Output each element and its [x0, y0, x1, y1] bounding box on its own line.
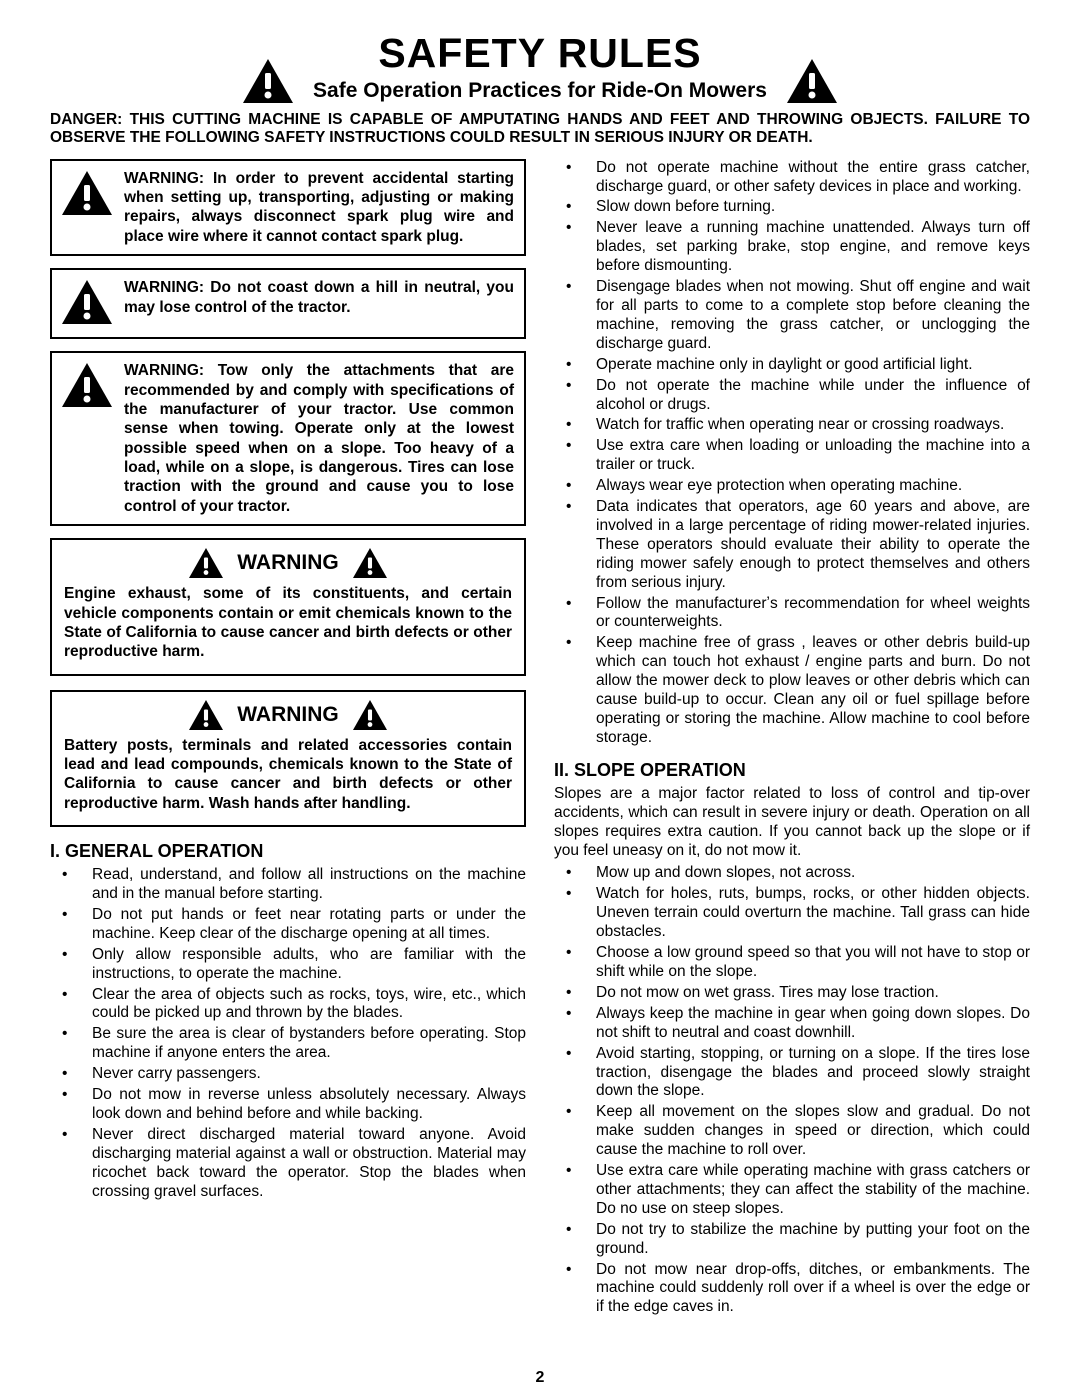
list-item: Watch for traffic when operating near or…	[554, 416, 1030, 435]
list-item: Avoid starting, stopping, or turning on …	[554, 1045, 1030, 1102]
bullet-list: Do not operate machine without the entir…	[554, 159, 1030, 748]
warning-text: WARNING: Do not coast down a hill in neu…	[124, 278, 514, 317]
warning-heading-box: WARNING Engine exhaust, some of its cons…	[50, 538, 526, 676]
warning-body: Engine exhaust, some of its constituents…	[64, 584, 512, 662]
warning-icon	[62, 171, 112, 215]
list-item: Watch for holes, ruts, bumps, rocks, or …	[554, 885, 1030, 942]
warning-icon	[189, 548, 223, 578]
list-item: Clear the area of objects such as rocks,…	[50, 986, 526, 1024]
warning-body: Battery posts, terminals and related acc…	[64, 736, 512, 814]
list-item: Mow up and down slopes, not across.	[554, 864, 1030, 883]
list-item: Only allow responsible adults, who are f…	[50, 946, 526, 984]
list-item: Data indicates that operators, age 60 ye…	[554, 498, 1030, 593]
list-item: Keep all movement on the slopes slow and…	[554, 1103, 1030, 1160]
list-item: Do not mow near drop-offs, ditches, or e…	[554, 1261, 1030, 1318]
list-item: Follow the manufacturerʼs recommendation…	[554, 595, 1030, 633]
warning-heading: WARNING	[237, 703, 339, 727]
warning-icon	[62, 280, 112, 324]
warning-heading-box: WARNING Battery posts, terminals and rel…	[50, 690, 526, 828]
list-item: Read, understand, and follow all instruc…	[50, 866, 526, 904]
list-item: Disengage blades when not mowing. Shut o…	[554, 278, 1030, 354]
list-item: Do not mow in reverse unless absolutely …	[50, 1086, 526, 1124]
warning-icon	[189, 700, 223, 730]
list-item: Do not put hands or feet near rotating p…	[50, 906, 526, 944]
warning-heading: WARNING	[237, 551, 339, 575]
bullet-list: Mow up and down slopes, not across. Watch…	[554, 864, 1030, 1317]
list-item: Do not operate machine without the entir…	[554, 159, 1030, 197]
main-title: SAFETY RULES	[313, 30, 767, 77]
warning-icon	[62, 363, 112, 407]
list-item: Be sure the area is clear of bystanders …	[50, 1025, 526, 1063]
section-title: I. GENERAL OPERATION	[50, 841, 526, 862]
warning-icon	[787, 59, 837, 103]
list-item: Always keep the machine in gear when goi…	[554, 1005, 1030, 1043]
warning-box: WARNING: In order to prevent ac­ci­den­t…	[50, 159, 526, 257]
subtitle: Safe Operation Practices for Ride-On Mow…	[313, 79, 767, 103]
page-number: 2	[536, 1369, 545, 1387]
list-item: Never leave a running machine unattended…	[554, 219, 1030, 276]
left-column: WARNING: In order to prevent ac­ci­den­t…	[50, 159, 526, 1320]
list-item: Do not try to stabilize the machine by p…	[554, 1221, 1030, 1259]
list-item: Always wear eye protection when operatin…	[554, 477, 1030, 496]
warning-icon	[243, 59, 293, 103]
warning-icon	[353, 700, 387, 730]
list-item: Keep machine free of grass , leaves or o…	[554, 634, 1030, 747]
section-intro: Slopes are a major factor related to los…	[554, 785, 1030, 861]
warning-text: WARNING: In order to prevent ac­ci­den­t…	[124, 169, 514, 247]
warning-box: WARNING: Do not coast down a hill in neu…	[50, 268, 526, 339]
list-item: Do not operate the machine while under t…	[554, 377, 1030, 415]
list-item: Use extra care when loading or unloading…	[554, 437, 1030, 475]
list-item: Slow down before turning.	[554, 198, 1030, 217]
bullet-list: Read, understand, and follow all instruc…	[50, 866, 526, 1201]
danger-statement: DANGER: THIS CUTTING MACHINE IS CAPABLE …	[50, 111, 1030, 147]
warning-text: WARNING: Tow only the attachments that a…	[124, 361, 514, 516]
page-header: SAFETY RULES Safe Operation Practices fo…	[50, 30, 1030, 103]
list-item: Choose a low ground speed so that you wi…	[554, 944, 1030, 982]
list-item: Operate machine only in daylight or good…	[554, 356, 1030, 375]
warning-icon	[353, 548, 387, 578]
list-item: Use extra care while operating machine w…	[554, 1162, 1030, 1219]
section-title: II. SLOPE OPERATION	[554, 760, 1030, 781]
list-item: Never carry passengers.	[50, 1065, 526, 1084]
right-column: Do not operate machine without the entir…	[554, 159, 1030, 1320]
list-item: Never direct discharged material toward …	[50, 1126, 526, 1202]
list-item: Do not mow on wet grass. Tires may lose …	[554, 984, 1030, 1003]
warning-box: WARNING: Tow only the attachments that a…	[50, 351, 526, 526]
